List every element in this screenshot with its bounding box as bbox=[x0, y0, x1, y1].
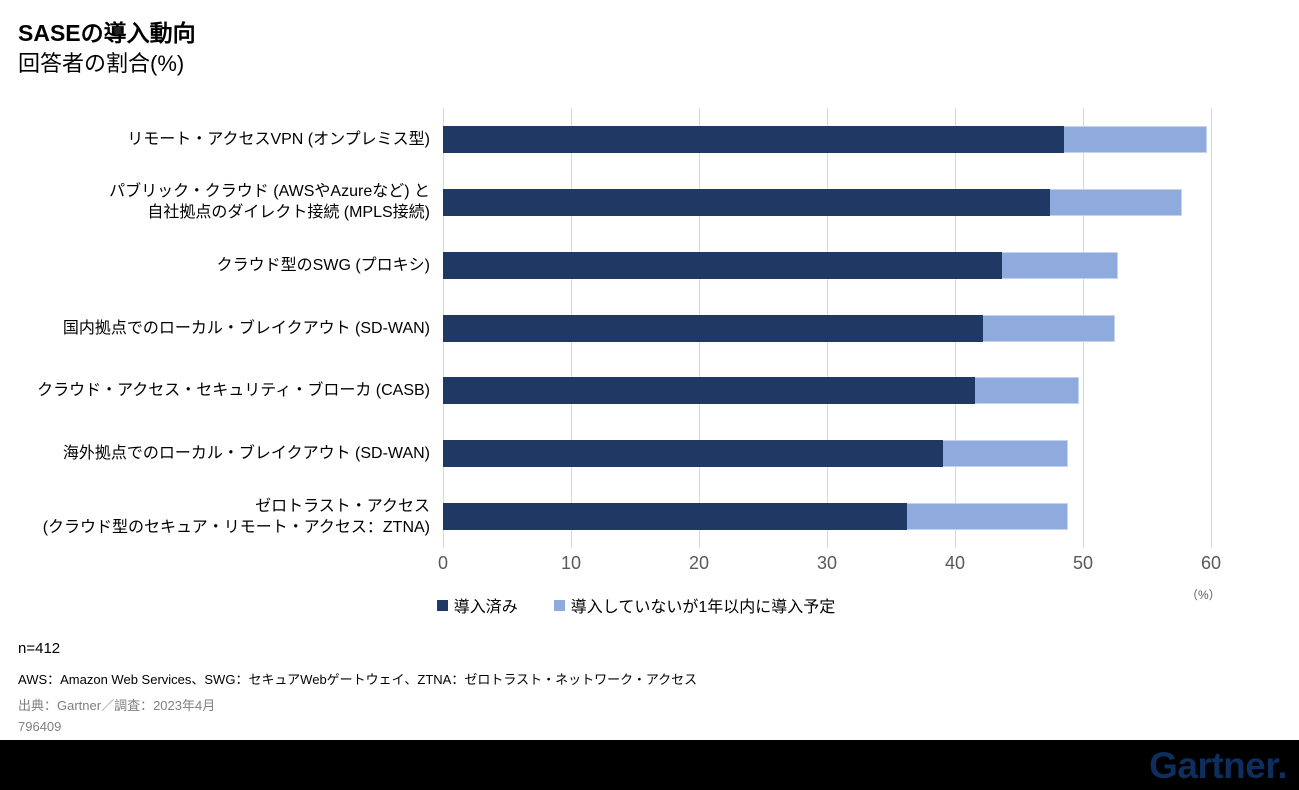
stacked-bar bbox=[443, 377, 1276, 405]
legend-swatch-installed bbox=[436, 599, 448, 611]
bar-row bbox=[443, 297, 1276, 360]
category-label: クラウド・アクセス・セキュリティ・ブローカ (CASB) bbox=[37, 382, 430, 400]
bar-row bbox=[443, 234, 1276, 297]
stacked-bar bbox=[443, 125, 1276, 153]
x-tick-label-10: 10 bbox=[560, 553, 582, 573]
category-label: パブリック・クラウド (AWSやAzureなど) と 自社拠点のダイレクト接続 … bbox=[109, 183, 430, 222]
x-tick-label-40: 40 bbox=[944, 553, 966, 573]
category-labels: リモート・アクセスVPN (オンプレミス型) パブリック・クラウド (AWSやAz… bbox=[0, 108, 430, 548]
stacked-bar bbox=[443, 503, 1276, 531]
bar-segment-planned bbox=[906, 503, 1068, 531]
gridline-60 bbox=[1211, 108, 1212, 548]
bar-row bbox=[443, 485, 1276, 548]
bar-rows bbox=[443, 108, 1276, 548]
bar-segment-planned bbox=[1049, 188, 1182, 216]
abbreviations-note: AWS：Amazon Web Services、SWG：セキュアWebゲートウェ… bbox=[18, 672, 698, 687]
legend-label-planned: 導入していないが1年以内に導入予定 bbox=[570, 599, 836, 616]
legend-label-installed: 導入済み bbox=[453, 599, 518, 616]
x-axis: 0 10 20 30 40 50 60 bbox=[438, 553, 1221, 577]
stacked-bar bbox=[443, 314, 1276, 342]
bottom-bar: Gartner. bbox=[0, 740, 1299, 790]
bar-segment-installed bbox=[443, 125, 1064, 153]
bar-segment-planned bbox=[1002, 251, 1118, 279]
plot-area bbox=[443, 108, 1212, 548]
bar-segment-installed bbox=[443, 251, 1003, 279]
header: SASEの導入動向 回答者の割合(%) bbox=[18, 18, 196, 79]
bar-segment-planned bbox=[974, 377, 1079, 405]
x-tick-label-0: 0 bbox=[437, 553, 449, 573]
stacked-bar bbox=[443, 440, 1276, 468]
document-id: 796409 bbox=[18, 719, 62, 734]
x-tick-label-30: 30 bbox=[816, 553, 838, 573]
bar-segment-planned bbox=[942, 440, 1068, 468]
category-label: 海外拠点でのローカル・ブレイクアウト (SD-WAN) bbox=[62, 445, 430, 463]
gartner-logo: Gartner. bbox=[1149, 744, 1287, 786]
legend-swatch-planned bbox=[553, 599, 565, 611]
category-label: 国内拠点でのローカル・ブレイクアウト (SD-WAN) bbox=[62, 319, 430, 337]
legend: 導入済み 導入していないが1年以内に導入予定 bbox=[0, 593, 1272, 617]
category-label: ゼロトラスト・アクセス (クラウド型のセキュア・リモート・アクセス：ZTNA) bbox=[42, 497, 430, 536]
bar-segment-planned bbox=[1063, 125, 1207, 153]
sample-size-note: n=412 bbox=[18, 640, 61, 657]
bar-segment-installed bbox=[443, 440, 943, 468]
x-tick-label-50: 50 bbox=[1072, 553, 1094, 573]
bar-row bbox=[443, 359, 1276, 422]
legend-item-installed: 導入済み bbox=[436, 593, 518, 617]
bar-segment-installed bbox=[443, 377, 975, 405]
x-tick-label-20: 20 bbox=[688, 553, 710, 573]
bar-segment-installed bbox=[443, 188, 1050, 216]
bar-row bbox=[443, 171, 1276, 234]
source-note: 出典：Gartner／調査：2023年4月 bbox=[18, 698, 216, 713]
stacked-bar bbox=[443, 188, 1276, 216]
stacked-bar bbox=[443, 251, 1276, 279]
bar-row bbox=[443, 108, 1276, 171]
category-label: クラウド型のSWG (プロキシ) bbox=[216, 256, 430, 274]
bar-row bbox=[443, 422, 1276, 485]
axis-unit-label: （%） bbox=[1186, 588, 1221, 602]
bar-segment-installed bbox=[443, 503, 907, 531]
bar-segment-installed bbox=[443, 314, 984, 342]
legend-item-planned: 導入していないが1年以内に導入予定 bbox=[553, 593, 836, 617]
category-label: リモート・アクセスVPN (オンプレミス型) bbox=[127, 130, 430, 148]
chart-subtitle: 回答者の割合(%) bbox=[18, 51, 185, 76]
x-tick-label-60: 60 bbox=[1200, 553, 1222, 573]
bar-segment-planned bbox=[983, 314, 1115, 342]
chart-title: SASEの導入動向 bbox=[18, 20, 196, 46]
